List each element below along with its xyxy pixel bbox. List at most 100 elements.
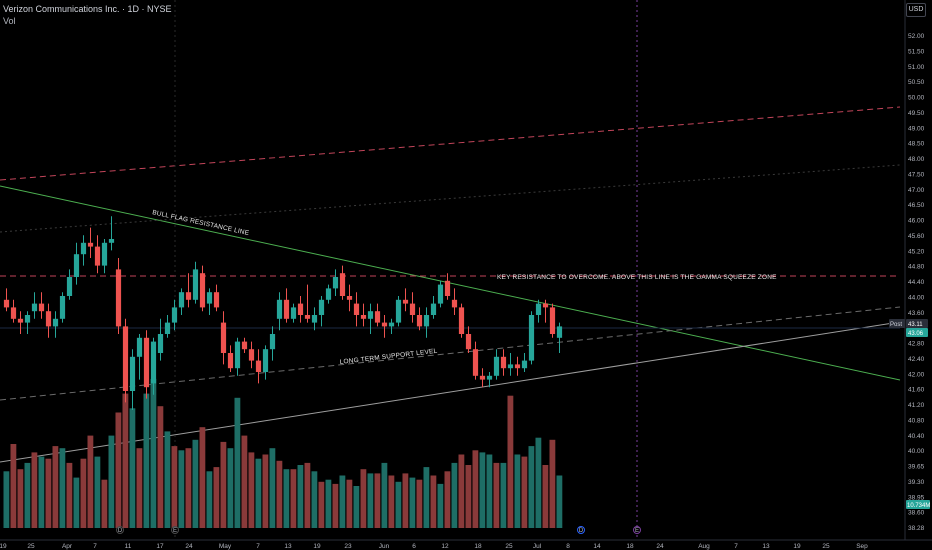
y-tick-label: 45.60 bbox=[908, 233, 925, 240]
volume-bar bbox=[129, 408, 136, 528]
candle-body bbox=[45, 311, 52, 327]
candle-body bbox=[136, 337, 143, 357]
x-tick-label: 19 bbox=[0, 543, 7, 550]
volume-bar bbox=[472, 450, 479, 528]
y-tick-label: 52.00 bbox=[908, 33, 925, 40]
volume-bar bbox=[17, 469, 24, 528]
long-term-support-line bbox=[0, 321, 901, 463]
candle-body bbox=[360, 315, 367, 319]
y-tick-label: 44.40 bbox=[908, 279, 925, 286]
y-tick-label: 40.80 bbox=[908, 417, 925, 424]
secondary-price-label: 43.06 bbox=[908, 331, 924, 337]
support-channel-dashed-line bbox=[0, 306, 901, 401]
volume-label[interactable]: Vol bbox=[3, 16, 16, 26]
candle-body bbox=[458, 307, 465, 334]
candle-body bbox=[367, 311, 374, 319]
y-tick-label: 41.20 bbox=[908, 402, 925, 409]
volume-bar bbox=[136, 448, 143, 528]
volume-bar bbox=[59, 448, 66, 528]
candle-body bbox=[556, 326, 563, 338]
candle-body bbox=[332, 277, 339, 289]
volume-bar bbox=[3, 471, 10, 528]
y-tick-label: 42.00 bbox=[908, 371, 925, 378]
currency-badge[interactable]: USD bbox=[906, 3, 926, 17]
upper-channel-dashed-line bbox=[0, 106, 901, 181]
volume-bar bbox=[164, 431, 171, 528]
volume-bar bbox=[549, 439, 556, 528]
x-tick-label: 17 bbox=[156, 543, 164, 550]
volume-bar bbox=[521, 456, 528, 528]
candle-body bbox=[234, 341, 241, 369]
volume-bar bbox=[10, 444, 17, 528]
volume-bar bbox=[444, 471, 451, 528]
event-marker-label: D bbox=[118, 528, 123, 534]
y-tick-label: 46.50 bbox=[908, 202, 925, 209]
volume-bar bbox=[234, 397, 241, 528]
volume-bar bbox=[479, 452, 486, 528]
candle-body bbox=[500, 356, 507, 369]
volume-bar bbox=[143, 393, 150, 528]
candle-body bbox=[115, 269, 122, 327]
candle-body bbox=[395, 299, 402, 323]
current-price-badge bbox=[906, 319, 928, 328]
y-tick-label: 48.00 bbox=[908, 156, 925, 163]
x-tick-label: Jun bbox=[379, 543, 390, 550]
volume-bar bbox=[213, 467, 220, 528]
y-tick-label: 39.30 bbox=[908, 479, 925, 486]
y-tick-label: 38.60 bbox=[908, 510, 925, 517]
volume-bar bbox=[227, 448, 234, 528]
candle-body bbox=[325, 288, 332, 300]
volume-bar bbox=[535, 437, 542, 528]
x-tick-label: 7 bbox=[256, 543, 260, 550]
x-tick-label: 6 bbox=[412, 543, 416, 550]
candle-body bbox=[38, 303, 45, 312]
candle-body bbox=[423, 315, 430, 327]
candle-body bbox=[283, 299, 290, 319]
volume-bar bbox=[388, 475, 395, 528]
candle-body bbox=[430, 303, 437, 315]
volume-bar bbox=[430, 475, 437, 528]
candle-body bbox=[297, 303, 304, 315]
x-tick-label: 7 bbox=[93, 543, 97, 550]
x-tick-label: 11 bbox=[125, 543, 132, 550]
candlesticks bbox=[3, 216, 563, 410]
event-marker-label: E bbox=[635, 528, 639, 534]
volume-bar bbox=[220, 441, 227, 528]
candle-body bbox=[171, 307, 178, 323]
annotation-key-resistance: KEY RESISTANCE TO OVERCOME. ABOVE THIS L… bbox=[497, 274, 777, 281]
candle-body bbox=[248, 349, 255, 361]
volume-bar bbox=[297, 465, 304, 528]
symbol-title[interactable]: Verizon Communications Inc. · 1D · NYSE bbox=[3, 4, 172, 14]
candle-body bbox=[507, 364, 514, 369]
candle-body bbox=[227, 353, 234, 369]
x-tick-label: 25 bbox=[822, 543, 830, 550]
volume-bar bbox=[465, 465, 472, 528]
volume-bar bbox=[290, 469, 297, 528]
candle-body bbox=[262, 349, 269, 372]
candle-body bbox=[199, 273, 206, 308]
chart-legend: Verizon Communications Inc. · 1D · NYSE … bbox=[3, 3, 172, 27]
y-tick-label: 49.50 bbox=[908, 110, 925, 117]
candle-body bbox=[87, 242, 94, 247]
candle-body bbox=[150, 341, 157, 384]
volume-bar bbox=[101, 479, 108, 528]
x-tick-label: 14 bbox=[593, 543, 601, 550]
volume-bar bbox=[108, 435, 115, 528]
y-tick-label: 50.00 bbox=[908, 95, 925, 102]
volume-bar bbox=[185, 448, 192, 528]
volume-bar bbox=[115, 412, 122, 528]
candle-body bbox=[52, 318, 59, 327]
x-tick-label: 7 bbox=[734, 543, 738, 550]
x-tick-label: 19 bbox=[313, 543, 321, 550]
volume-bar bbox=[255, 458, 262, 528]
y-tick-label: 38.28 bbox=[908, 525, 925, 532]
candle-body bbox=[381, 322, 388, 327]
volume-bar bbox=[416, 479, 423, 528]
candle-body bbox=[290, 307, 297, 319]
volume-bar bbox=[500, 462, 507, 528]
candle-body bbox=[472, 349, 479, 376]
candle-body bbox=[73, 254, 80, 277]
volume-bar bbox=[332, 483, 339, 528]
